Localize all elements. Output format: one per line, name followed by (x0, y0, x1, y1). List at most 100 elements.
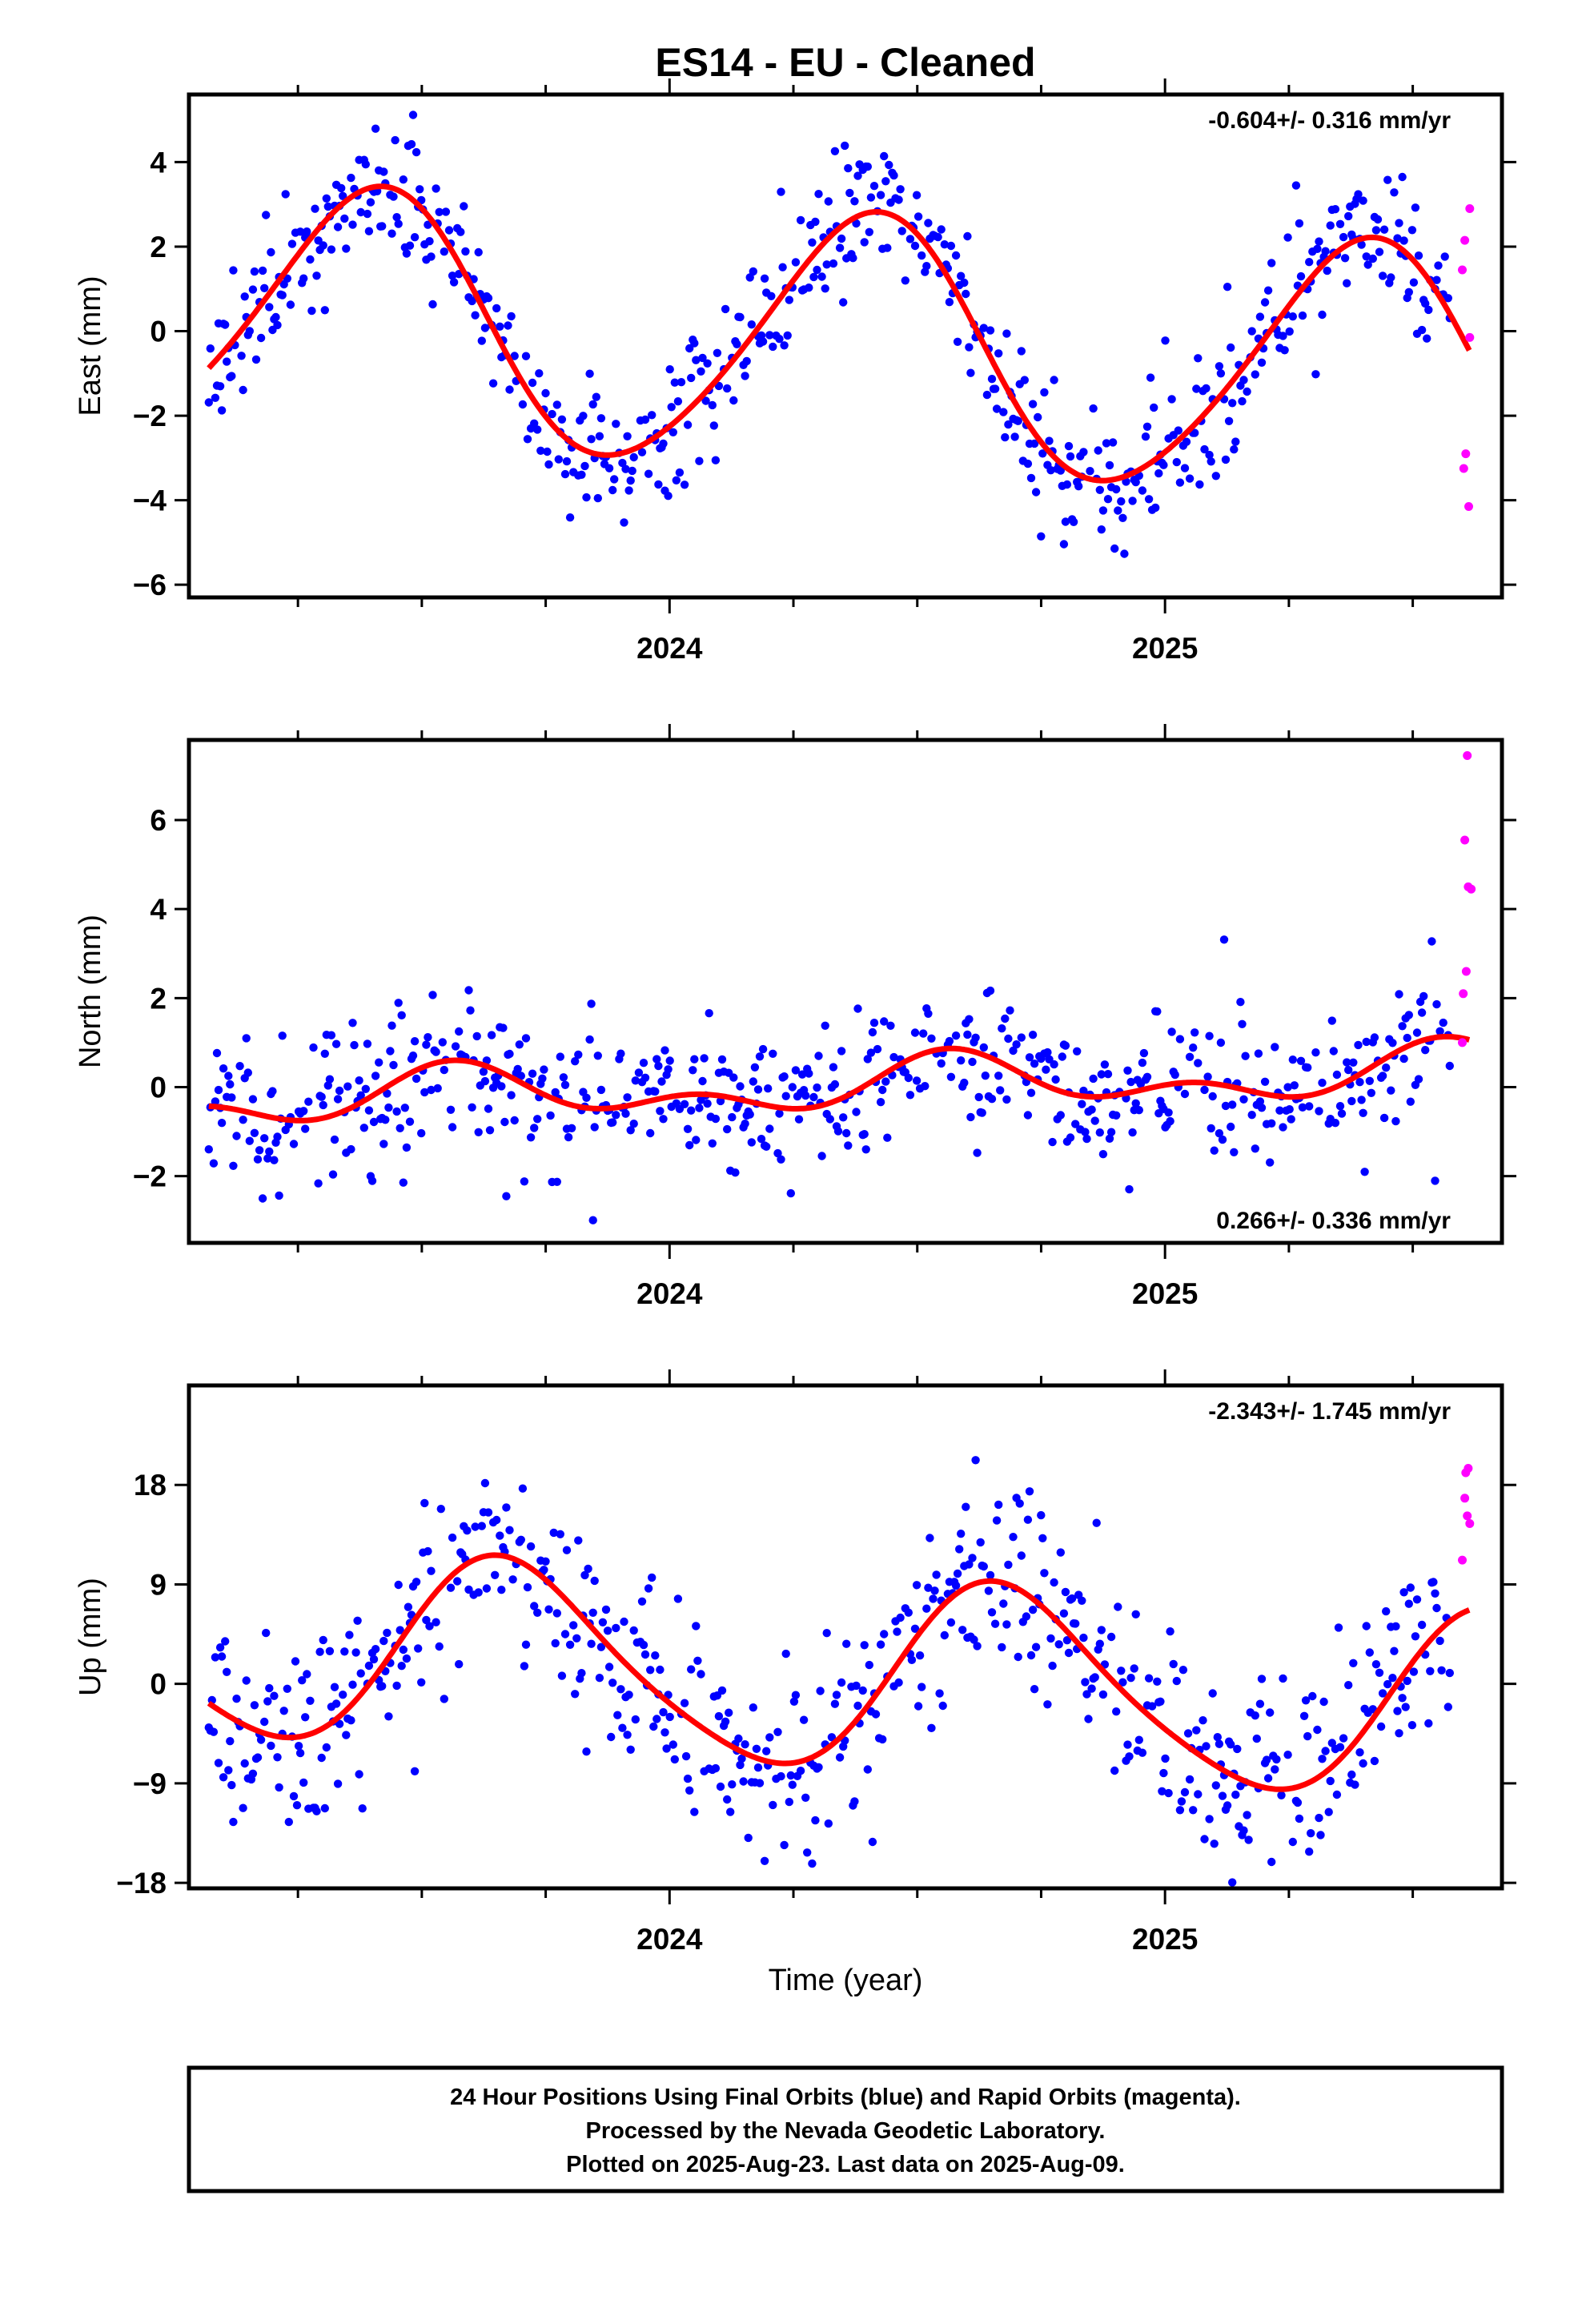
final-orbit-point (765, 1733, 774, 1742)
final-orbit-point (1167, 395, 1176, 404)
final-orbit-point (780, 1840, 789, 1850)
final-orbit-point (446, 1105, 456, 1115)
final-orbit-point (235, 1062, 244, 1071)
final-orbit-point (1236, 998, 1245, 1007)
final-orbit-point (271, 312, 280, 322)
final-orbit-point (945, 298, 954, 307)
final-orbit-point (229, 1161, 238, 1171)
final-orbit-point (416, 185, 424, 194)
final-orbit-point (717, 1686, 727, 1695)
final-orbit-point (780, 341, 789, 350)
final-orbit-point (1315, 1107, 1323, 1116)
final-orbit-point (1046, 466, 1055, 475)
final-orbit-point (824, 197, 833, 206)
final-orbit-point (881, 1077, 890, 1086)
final-orbit-point (850, 197, 859, 206)
final-orbit-point (1094, 446, 1102, 455)
final-orbit-point (1223, 283, 1232, 292)
final-orbit-point (1010, 432, 1019, 441)
final-orbit-point (1367, 1088, 1376, 1098)
final-orbit-point (504, 321, 512, 330)
final-orbit-point (1335, 219, 1345, 228)
final-orbit-point (1098, 1150, 1108, 1159)
final-orbit-point (440, 1065, 448, 1075)
final-orbit-point (893, 1627, 901, 1636)
final-orbit-point (987, 375, 997, 384)
final-orbit-point (739, 1777, 748, 1786)
final-orbit-point (1388, 1039, 1397, 1047)
final-orbit-point (400, 1104, 409, 1112)
final-orbit-point (917, 251, 926, 260)
final-orbit-point (1154, 468, 1163, 478)
final-orbit-point (1138, 1058, 1147, 1068)
final-orbit-point (1213, 1733, 1223, 1742)
final-orbit-point (917, 1683, 926, 1691)
final-orbit-point (582, 1747, 591, 1756)
final-orbit-point (1279, 332, 1287, 340)
final-orbit-point (1074, 482, 1083, 491)
final-orbit-point (217, 406, 227, 415)
final-orbit-point (940, 1630, 950, 1640)
final-orbit-point (654, 480, 663, 489)
final-orbit-point (661, 1728, 669, 1737)
final-orbit-point (1252, 1734, 1262, 1743)
final-orbit-point (1347, 1096, 1356, 1106)
final-orbit-point (957, 1056, 966, 1065)
final-orbit-point (1228, 1100, 1237, 1109)
x-tick-label: 2025 (1132, 1277, 1198, 1310)
final-orbit-point (1283, 1083, 1292, 1092)
final-orbit-point (265, 1683, 274, 1693)
final-orbit-point (1205, 450, 1214, 460)
final-orbit-point (533, 1608, 542, 1618)
panel-up: 2024 2025 18 9 0 −9 −18 Up (mm) -2.343+/- 1.745 … (74, 1369, 1516, 1956)
y-tick-label: −18 (116, 1867, 167, 1900)
final-orbit-point (448, 1533, 457, 1542)
final-orbit-point (1004, 1034, 1013, 1043)
final-orbit-point (521, 1034, 531, 1043)
final-orbit-point (924, 1009, 933, 1019)
final-orbit-point (656, 1665, 665, 1675)
final-orbit-point (987, 1095, 997, 1104)
final-orbit-point (616, 1685, 625, 1694)
final-orbit-point (245, 1136, 254, 1145)
final-orbit-point (801, 1091, 810, 1100)
final-orbit-point (765, 331, 774, 340)
final-orbit-point (226, 1080, 235, 1089)
final-orbit-point (1404, 287, 1414, 296)
final-orbit-point (979, 324, 989, 332)
final-orbit-point (474, 1588, 483, 1597)
final-orbit-point (1172, 1676, 1182, 1686)
final-orbit-point (998, 1642, 1006, 1652)
final-orbit-point (758, 1044, 768, 1054)
final-orbit-point (690, 1055, 699, 1063)
final-orbit-point (528, 1069, 537, 1078)
final-orbit-point (1305, 258, 1314, 267)
final-orbit-point (379, 1636, 388, 1646)
final-orbit-point (1417, 1620, 1427, 1630)
final-orbit-point (232, 1695, 241, 1703)
final-orbit-point (262, 211, 271, 219)
final-orbit-point (711, 1763, 721, 1773)
final-orbit-point (713, 348, 722, 357)
final-orbit-point (1164, 1788, 1173, 1798)
final-orbit-point (1340, 254, 1350, 263)
final-orbit-point (1349, 1659, 1358, 1667)
final-orbit-point (1230, 1148, 1239, 1157)
final-orbit-point (1279, 1123, 1287, 1132)
final-orbit-point (907, 1655, 917, 1664)
final-orbit-point (229, 266, 238, 275)
final-orbit-point (455, 1659, 464, 1669)
final-orbit-point (723, 1124, 732, 1134)
final-orbit-point (886, 1021, 895, 1031)
final-orbit-point (428, 991, 437, 999)
final-orbit-point (325, 1075, 335, 1084)
final-orbit-point (1251, 370, 1260, 379)
final-orbit-point (618, 458, 627, 468)
final-orbit-point (994, 1500, 1003, 1510)
final-orbit-point (814, 1763, 823, 1771)
y-tick-label: 0 (150, 1071, 167, 1104)
final-orbit-point (1097, 1626, 1106, 1634)
final-orbit-point (557, 1671, 567, 1680)
final-orbit-point (347, 173, 355, 183)
final-orbit-point (839, 298, 848, 307)
